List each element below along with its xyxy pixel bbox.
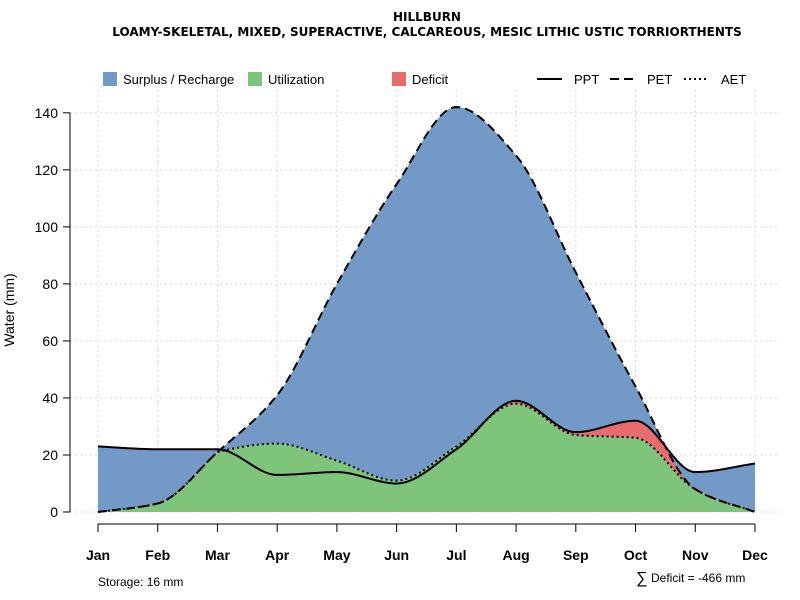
y-tick-label: 120 xyxy=(35,162,59,178)
deficit-note: Deficit = -466 mm xyxy=(651,571,745,585)
surplus-recharge-area xyxy=(98,107,755,513)
sum-icon: ∑ xyxy=(636,570,647,587)
x-tick-label-apr: Apr xyxy=(265,547,290,563)
y-axis-label: Water (mm) xyxy=(1,273,17,346)
axes: 0 20 40 60 80 100 120 140 Jan Feb Mar Apr May Jun Jul A… xyxy=(35,105,768,563)
y-tick-label: 0 xyxy=(50,504,58,520)
x-tick-label-mar: Mar xyxy=(205,547,230,563)
line-layer xyxy=(97,106,756,513)
x-tick-label-nov: Nov xyxy=(682,547,709,563)
legend-label: Utilization xyxy=(268,72,324,87)
pet-line xyxy=(97,106,756,513)
storage-note: Storage: 16 mm xyxy=(98,575,183,589)
x-tick-label-oct: Oct xyxy=(624,547,648,563)
legend-swatch xyxy=(392,72,406,86)
y-tick-label: 80 xyxy=(42,276,58,292)
x-tick-label-jul: Jul xyxy=(446,547,466,563)
legend-label: PET xyxy=(647,72,672,87)
legend-swatch xyxy=(248,72,262,86)
legend-label: PPT xyxy=(574,72,599,87)
ppt-line xyxy=(97,399,756,485)
x-tick-label-jun: Jun xyxy=(384,547,409,563)
y-tick-label: 60 xyxy=(42,333,58,349)
legend: Surplus / Recharge Utilization Deficit PPT P… xyxy=(103,72,746,87)
x-tick-label-feb: Feb xyxy=(145,547,170,563)
x-tick-label-aug: Aug xyxy=(502,547,529,563)
area-layer xyxy=(98,107,755,513)
legend-label: Surplus / Recharge xyxy=(123,72,234,87)
x-tick-label-may: May xyxy=(323,547,350,563)
y-tick-label: 140 xyxy=(35,105,59,121)
y-tick-label: 40 xyxy=(42,390,58,406)
x-tick-label-sep: Sep xyxy=(563,547,589,563)
legend-swatch xyxy=(103,72,117,86)
aet-line xyxy=(97,402,756,513)
y-tick-label: 100 xyxy=(35,219,59,235)
x-tick-label-jan: Jan xyxy=(86,547,110,563)
legend-label: AET xyxy=(721,72,746,87)
chart-subtitle: LOAMY-SKELETAL, MIXED, SUPERACTIVE, CALC… xyxy=(112,25,741,39)
y-tick-label: 20 xyxy=(42,447,58,463)
chart-title: HILLBURN xyxy=(393,10,461,24)
legend-label: Deficit xyxy=(412,72,449,87)
x-tick-label-dec: Dec xyxy=(742,547,768,563)
utilization-area xyxy=(98,403,755,512)
